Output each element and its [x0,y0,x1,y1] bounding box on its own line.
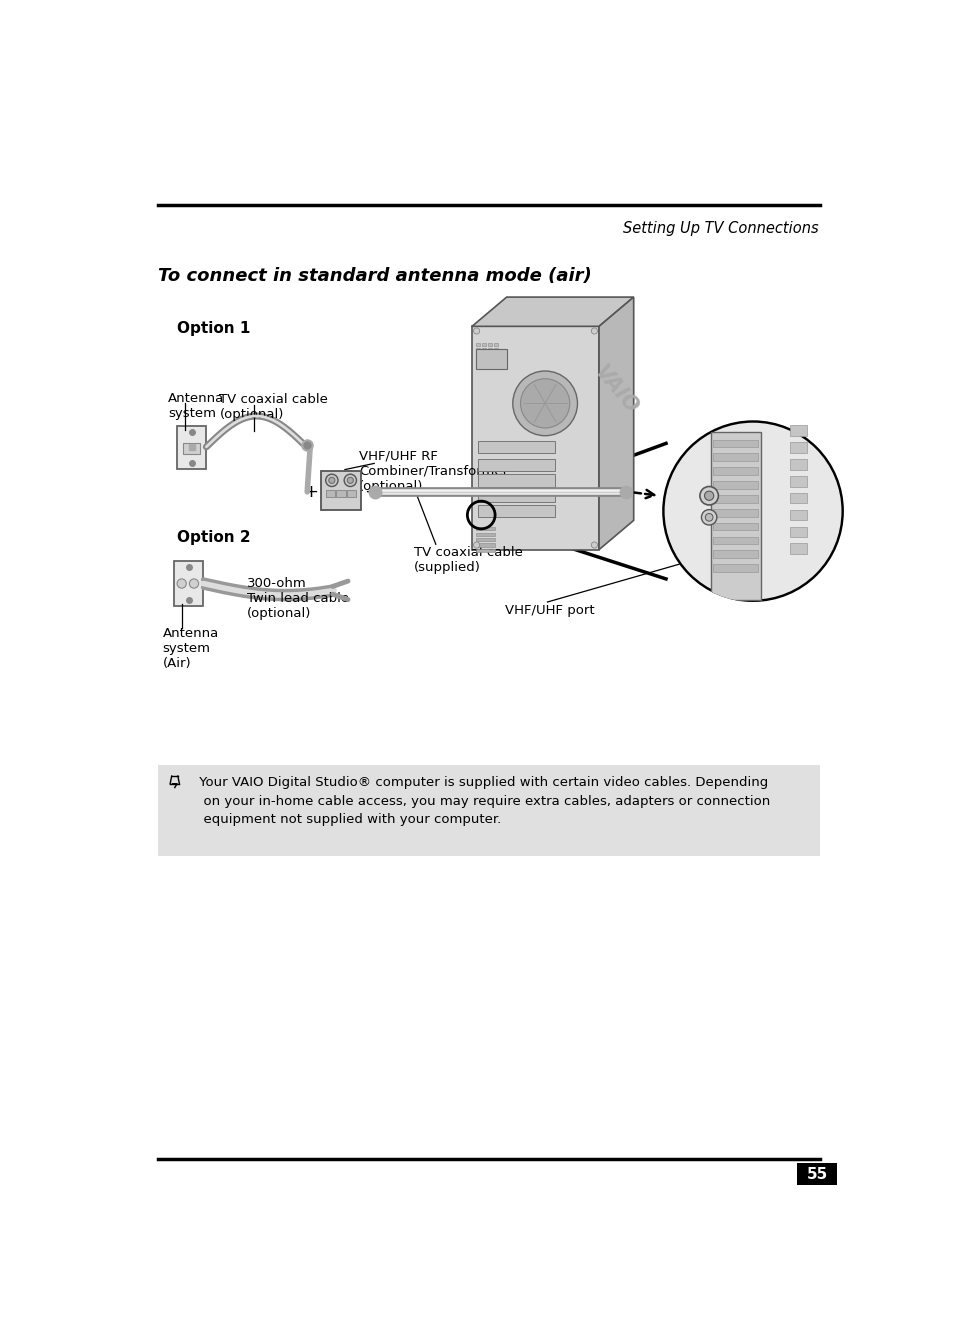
Bar [476,364,479,367]
Bar [789,476,806,486]
Bar [325,490,335,497]
Bar [494,359,497,362]
Text: To connect in standard antenna mode (air): To connect in standard antenna mode (air… [157,267,591,285]
Text: TV coaxial cable
(optional): TV coaxial cable (optional) [219,394,328,421]
Bar [472,327,598,549]
Bar [789,509,806,520]
Bar [476,539,495,541]
Bar [789,544,806,555]
Bar [488,364,492,367]
Bar [157,765,820,856]
Bar [494,364,497,367]
Text: VHF/UHF RF
Combiner/Transformer
(optional): VHF/UHF RF Combiner/Transformer (optiona… [358,449,507,493]
Circle shape [344,474,356,486]
Bar [789,527,806,537]
Bar [712,440,758,448]
Circle shape [347,477,353,484]
Bar [183,444,200,454]
Text: Setting Up TV Connections: Setting Up TV Connections [622,221,818,236]
Bar [476,348,479,351]
Polygon shape [472,297,633,327]
Circle shape [591,328,597,334]
Bar [476,533,495,536]
Circle shape [473,541,479,548]
Circle shape [661,421,843,602]
Circle shape [325,474,337,486]
Circle shape [513,371,577,436]
Bar [789,425,806,436]
Bar [712,481,758,489]
Bar [494,348,497,351]
Bar [476,544,495,547]
Polygon shape [598,297,633,549]
Bar [476,343,479,346]
Text: Antenna
system
(Air): Antenna system (Air) [162,627,218,670]
Bar [347,490,356,497]
Text: Option 1: Option 1 [177,322,251,336]
Bar [712,564,758,572]
Circle shape [591,541,597,548]
Text: Option 2: Option 2 [177,531,251,545]
Text: 300-ohm
Twin lead cable
(optional): 300-ohm Twin lead cable (optional) [247,576,349,619]
Bar [481,354,485,356]
Circle shape [329,477,335,484]
Bar [712,468,758,474]
Bar [712,536,758,544]
Bar [336,490,345,497]
Bar [488,354,492,356]
Bar [789,458,806,469]
Text: TV coaxial cable
(supplied): TV coaxial cable (supplied) [414,545,522,574]
Bar [476,359,479,362]
Bar [494,343,497,346]
Bar [789,493,806,504]
Bar [481,348,485,351]
Bar [481,359,485,362]
Text: +: + [364,482,379,501]
Bar [477,489,555,502]
Bar [173,561,203,606]
Text: VAIO: VAIO [590,362,641,418]
Circle shape [700,486,718,505]
Bar [710,431,760,600]
Bar [481,364,485,367]
Circle shape [703,492,713,500]
Bar [476,549,495,552]
Text: Antenna
system: Antenna system [168,391,224,419]
Bar [477,505,555,517]
Bar [789,442,806,453]
Circle shape [177,579,186,588]
Bar [712,509,758,516]
Circle shape [700,509,716,525]
Bar [481,343,485,346]
Circle shape [704,513,712,521]
Circle shape [473,328,479,334]
Text: +: + [302,482,317,501]
Bar [712,453,758,461]
Bar [488,359,492,362]
Bar [712,523,758,531]
Bar [488,343,492,346]
Bar [796,1163,836,1185]
Bar [476,354,479,356]
Bar [712,551,758,559]
Text: 55: 55 [805,1167,826,1182]
Bar [477,441,555,453]
Bar [494,354,497,356]
Bar [177,426,206,469]
Text: Your VAIO Digital Studio® computer is supplied with certain video cables. Depend: Your VAIO Digital Studio® computer is su… [194,776,769,825]
Bar [321,472,361,509]
Bar [477,474,555,486]
Text: VHF/UHF port: VHF/UHF port [504,603,594,616]
Bar [476,528,495,531]
Bar [488,348,492,351]
Circle shape [190,579,198,588]
Bar [712,494,758,502]
Bar [476,350,506,368]
Circle shape [520,379,569,427]
Bar [477,458,555,472]
